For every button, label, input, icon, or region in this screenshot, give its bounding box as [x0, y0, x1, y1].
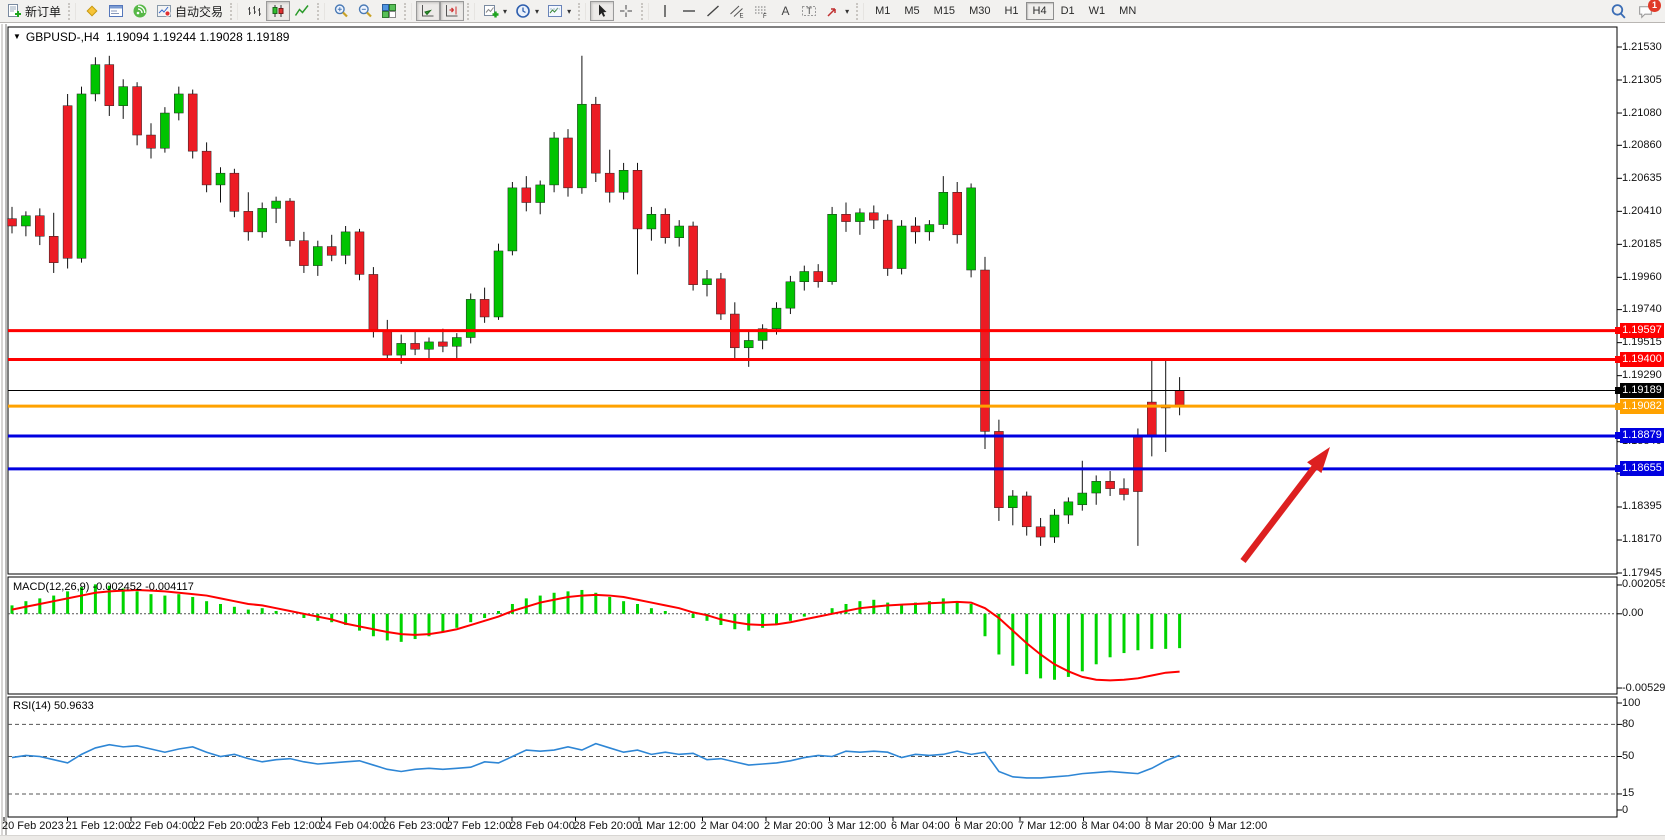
chevron-down-icon[interactable]: ▾	[503, 6, 508, 16]
new-chart-icon	[484, 5, 499, 18]
main-panel[interactable]	[7, 26, 1618, 575]
macd-panel[interactable]	[7, 576, 1618, 695]
text-label-icon: T	[802, 6, 817, 16]
toolbar-separator	[230, 2, 239, 20]
line-chart-icon	[294, 5, 309, 16]
arrows-button[interactable]: ▾	[821, 1, 853, 21]
annotation-arrow[interactable]	[1240, 447, 1330, 563]
equidistant-channel-icon: E	[730, 5, 744, 20]
candlestick-button[interactable]	[266, 1, 291, 21]
metaquotes-button[interactable]	[80, 1, 104, 21]
text-button[interactable]: A	[773, 1, 797, 21]
timeframe-h1-button[interactable]: H1	[997, 2, 1025, 20]
market-watch-icon	[109, 5, 124, 17]
tile-windows-button[interactable]	[377, 1, 401, 21]
chevron-down-icon[interactable]: ▾	[535, 6, 540, 16]
svg-text:F: F	[763, 14, 767, 19]
horizontal-line-button[interactable]	[677, 1, 701, 21]
vertical-line-button[interactable]	[653, 1, 677, 21]
cursor-icon	[599, 4, 607, 17]
macd-histogram	[10, 584, 1182, 680]
zoom-in-button[interactable]	[329, 1, 353, 21]
new-order-button[interactable]: 新订单	[2, 1, 65, 21]
toolbar-separator	[578, 2, 587, 20]
fibonacci-icon: F	[755, 6, 767, 19]
auto-scroll-button[interactable]	[416, 1, 441, 21]
autotrading-button-label: 自动交易	[175, 4, 224, 19]
timeframe-bar: M1 M5 M15 M30 H1 H4 D1 W1 MN	[868, 0, 1143, 22]
macd-signal-line	[11, 588, 1180, 682]
signals-button[interactable]	[128, 1, 152, 21]
chart-shift-icon	[446, 5, 458, 17]
bar-chart-button[interactable]	[242, 1, 266, 21]
candlestick-icon	[272, 5, 284, 17]
timeframe-h4-button[interactable]: H4	[1025, 2, 1054, 20]
toolbar: 新订单 自动交易 ▾ ▾ ▾ E F A T ▾ M1 M5 M15 M30 H1 H4 D1 W1 MN 1	[0, 0, 1665, 23]
timeframe-m5-button[interactable]: M5	[897, 2, 926, 20]
toolbar-separator	[68, 2, 77, 20]
svg-text:A: A	[782, 4, 790, 18]
rsi-line	[11, 742, 1180, 779]
text-label-button[interactable]: T	[797, 1, 821, 21]
auto-scroll-icon	[422, 5, 434, 17]
zoom-out-icon	[358, 4, 372, 18]
channel-button[interactable]: E	[725, 1, 749, 21]
timeframe-w1-button[interactable]: W1	[1082, 2, 1113, 20]
toolbar-separator	[641, 2, 650, 20]
horizontal-line-icon	[683, 10, 696, 12]
timeframe-mn-button[interactable]: MN	[1112, 2, 1143, 20]
timeframe-m1-button[interactable]: M1	[868, 2, 897, 20]
toolbar-separator	[467, 2, 476, 20]
crosshair-button[interactable]	[614, 1, 638, 21]
toolbar-separator	[856, 2, 865, 20]
tile-windows-icon	[382, 4, 397, 18]
zoom-out-button[interactable]	[353, 1, 377, 21]
text-icon: A	[782, 4, 790, 18]
line-chart-button[interactable]	[290, 1, 314, 21]
svg-text:T: T	[807, 6, 813, 16]
autotrading-icon	[157, 5, 172, 17]
arrow-objects-icon	[827, 8, 836, 17]
zoom-in-icon	[334, 4, 348, 18]
notification-badge: 1	[1648, 0, 1661, 12]
templates-icon	[548, 5, 563, 17]
chevron-down-icon[interactable]: ▾	[567, 6, 572, 16]
trendline-button[interactable]	[701, 1, 725, 21]
new-order-button-label: 新订单	[25, 4, 62, 19]
toolbar-separator	[317, 2, 326, 20]
toolbar-separator	[404, 2, 413, 20]
autotrading-button[interactable]: 自动交易	[152, 1, 227, 21]
search-button[interactable]	[1609, 2, 1628, 21]
periods-button[interactable]: ▾	[511, 1, 543, 21]
signals-icon	[133, 4, 147, 18]
search-icon	[1611, 3, 1626, 18]
notifications-button[interactable]: 1	[1636, 0, 1661, 21]
timeframe-m15-button[interactable]: M15	[927, 2, 962, 20]
trendline-icon	[707, 5, 720, 17]
window-bottom-edge	[0, 835, 1665, 840]
market-watch-button[interactable]	[104, 1, 128, 21]
new-order-icon	[8, 4, 21, 17]
chevron-down-icon[interactable]: ▾	[845, 6, 850, 16]
fibonacci-button[interactable]: F	[749, 1, 773, 21]
timeframe-d1-button[interactable]: D1	[1054, 2, 1082, 20]
svg-text:E: E	[740, 14, 744, 20]
new-chart-button[interactable]: ▾	[479, 1, 511, 21]
templates-button[interactable]: ▾	[543, 1, 575, 21]
chart-shift-button[interactable]	[440, 1, 465, 21]
clock-icon	[516, 4, 530, 18]
cursor-button[interactable]	[590, 1, 615, 21]
crosshair-icon	[620, 5, 633, 17]
mq-logo-icon	[86, 5, 98, 17]
bar-chart-icon	[248, 6, 262, 16]
timeframe-m30-button[interactable]: M30	[962, 2, 997, 20]
vertical-line-icon	[664, 5, 666, 17]
